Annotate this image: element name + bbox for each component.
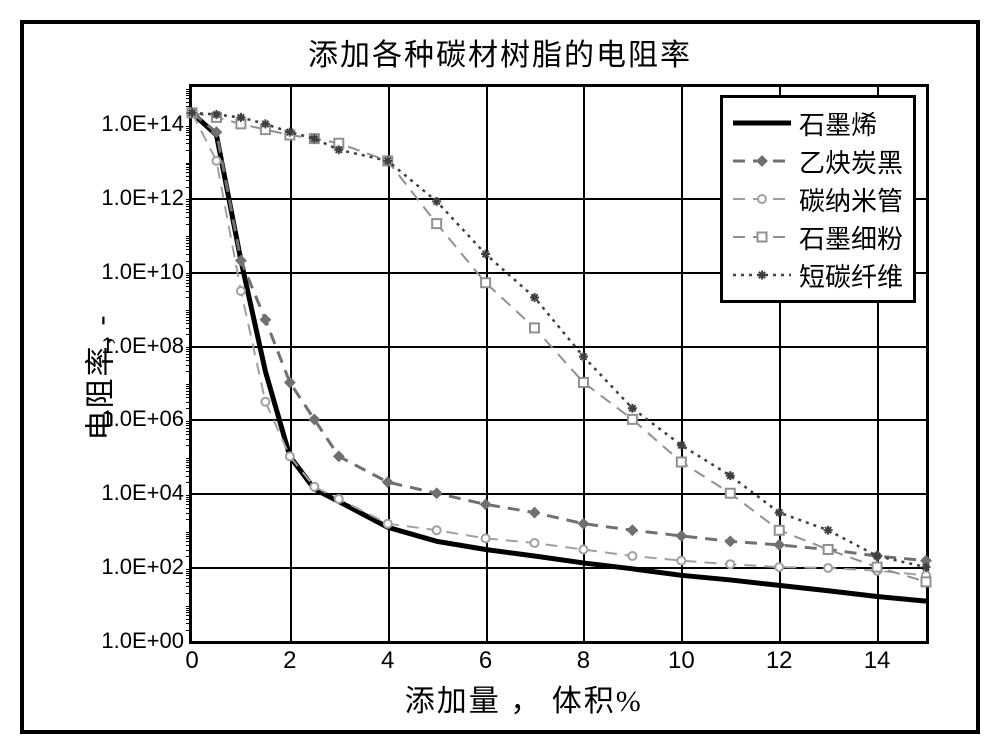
series-marker xyxy=(310,483,318,491)
series-marker xyxy=(628,526,637,535)
series-marker xyxy=(481,278,490,287)
legend-swatch xyxy=(733,263,791,287)
series-marker xyxy=(481,500,490,509)
legend-swatch xyxy=(733,225,791,249)
legend-item: 乙炔炭黑 xyxy=(733,144,903,178)
series-marker xyxy=(285,128,294,137)
series-marker xyxy=(433,526,441,534)
series-marker xyxy=(775,563,783,571)
series-marker xyxy=(922,577,931,586)
series-marker xyxy=(383,156,392,165)
y-tick-label: 1.0E+12 xyxy=(101,185,192,211)
x-tick-label: 8 xyxy=(577,641,590,675)
series-marker xyxy=(677,531,686,540)
x-tick-label: 2 xyxy=(283,641,296,675)
series-marker xyxy=(236,113,245,122)
series-marker xyxy=(334,145,343,154)
legend-label: 碳纳米管 xyxy=(799,181,903,218)
series-marker xyxy=(530,323,539,332)
series-marker xyxy=(628,415,637,424)
series-marker xyxy=(481,250,490,259)
legend-label: 乙炔炭黑 xyxy=(799,143,903,180)
y-tick-label: 1.0E+00 xyxy=(101,628,192,654)
chart-title: 添加各种碳材树脂的电阻率 xyxy=(24,30,976,74)
series-marker xyxy=(285,378,294,387)
series-marker xyxy=(384,520,392,528)
series-marker xyxy=(212,110,221,119)
series-marker xyxy=(922,563,931,572)
series-marker xyxy=(579,519,588,528)
x-tick-label: 14 xyxy=(864,641,891,675)
series-marker xyxy=(726,489,735,498)
legend-item: 碳纳米管 xyxy=(733,182,903,216)
series-marker xyxy=(579,546,587,554)
legend-item: 短碳纤维 xyxy=(733,258,903,292)
series-marker xyxy=(628,552,636,560)
y-tick-label: 1.0E+10 xyxy=(101,259,192,285)
y-tick-label: 1.0E+06 xyxy=(101,406,192,432)
plot-area: 024681012141.0E+001.0E+021.0E+041.0E+061… xyxy=(189,84,929,644)
legend-item: 石墨烯 xyxy=(733,106,903,140)
y-tick-label: 1.0E+04 xyxy=(101,480,192,506)
series-marker xyxy=(726,471,735,480)
series-marker xyxy=(873,563,882,572)
x-axis-label: 添加量 ， 体积% xyxy=(405,676,643,720)
series-marker xyxy=(579,378,588,387)
series-marker xyxy=(212,157,220,165)
series-marker xyxy=(188,108,197,117)
series-marker xyxy=(530,293,539,302)
series-marker xyxy=(335,495,343,503)
series-marker xyxy=(726,537,735,546)
series-marker xyxy=(775,508,784,517)
series-marker xyxy=(824,526,833,535)
series-marker xyxy=(824,564,832,572)
series-marker xyxy=(824,545,833,554)
series-marker xyxy=(531,539,539,547)
y-tick-label: 1.0E+14 xyxy=(101,111,192,137)
series-marker xyxy=(628,404,637,413)
series-marker xyxy=(775,526,784,535)
x-tick-label: 12 xyxy=(766,641,793,675)
x-tick-label: 10 xyxy=(668,641,695,675)
series-marker xyxy=(261,315,270,324)
series-marker xyxy=(432,219,441,228)
legend-swatch xyxy=(733,187,791,211)
legend-swatch xyxy=(733,111,791,135)
series-marker xyxy=(286,452,294,460)
series-marker xyxy=(261,398,269,406)
legend-label: 石墨烯 xyxy=(799,105,877,142)
legend-item: 石墨细粉 xyxy=(733,220,903,254)
series-marker xyxy=(873,552,882,561)
series-marker xyxy=(677,458,686,467)
legend-swatch xyxy=(733,149,791,173)
chart-container: 添加各种碳材树脂的电阻率 电阻率, - 024681012141.0E+001.… xyxy=(20,20,980,734)
series-marker xyxy=(579,352,588,361)
series-marker xyxy=(775,540,784,549)
series-marker xyxy=(432,489,441,498)
legend-label: 石墨细粉 xyxy=(799,219,903,256)
series-marker xyxy=(726,560,734,568)
series-marker xyxy=(383,478,392,487)
series-marker xyxy=(237,287,245,295)
legend: 石墨烯乙炔炭黑碳纳米管石墨细粉短碳纤维 xyxy=(720,95,916,303)
series-marker xyxy=(530,508,539,517)
series-marker xyxy=(432,197,441,206)
x-tick-label: 6 xyxy=(479,641,492,675)
legend-label: 短碳纤维 xyxy=(799,257,903,294)
series-marker xyxy=(482,534,490,542)
series-marker xyxy=(677,557,685,565)
y-tick-label: 1.0E+02 xyxy=(101,554,192,580)
x-tick-label: 4 xyxy=(381,641,394,675)
y-tick-label: 1.0E+08 xyxy=(101,333,192,359)
